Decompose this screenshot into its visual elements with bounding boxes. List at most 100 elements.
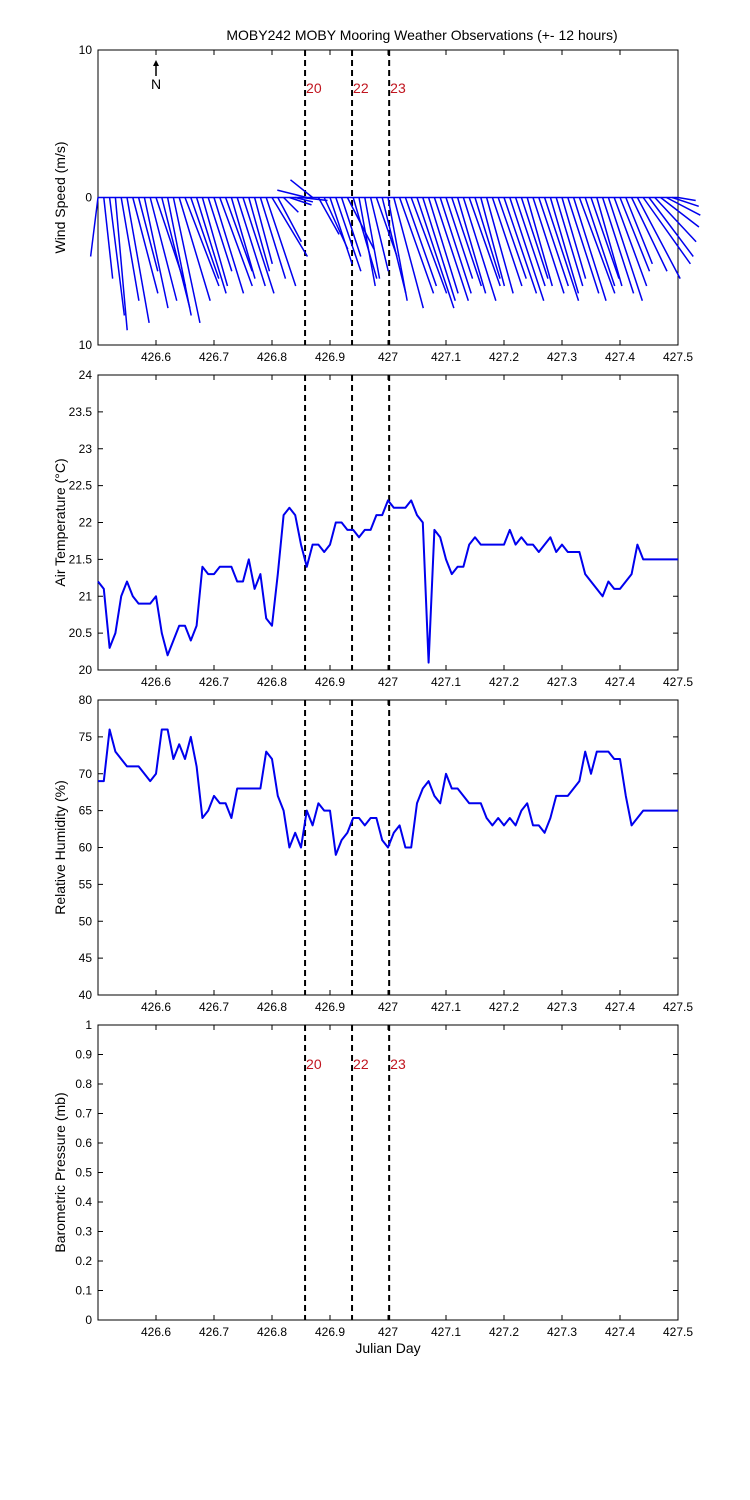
wind-vector <box>393 197 425 309</box>
north-label: N <box>151 76 161 92</box>
wind-vector <box>607 197 644 301</box>
xtick-label-humidity: 427.2 <box>489 1000 519 1014</box>
wind-vector <box>630 197 668 272</box>
wind-vector <box>253 197 274 265</box>
xlabel: Julian Day <box>355 1340 420 1356</box>
wind-vector <box>352 197 378 279</box>
wind-vector <box>404 197 438 287</box>
wind-vector <box>555 197 584 287</box>
wind-vector <box>213 197 245 294</box>
wind-vector <box>161 197 191 309</box>
wind-vector <box>619 197 651 272</box>
wind-vector <box>422 197 456 301</box>
wind-vector <box>387 197 408 301</box>
wind-vector <box>190 197 220 279</box>
north-arrow-icon <box>153 60 159 66</box>
wind-vector <box>561 197 587 279</box>
wind-vector <box>335 197 362 272</box>
wind-vector <box>201 197 229 287</box>
ytick-label-pressure: 0.9 <box>75 1048 92 1062</box>
wind-vector <box>666 196 701 216</box>
marker-label-20: 20 <box>306 80 322 96</box>
wind-vector <box>236 197 266 287</box>
xtick-label-airtemp: 427.1 <box>431 675 461 689</box>
ytick-label-humidity: 50 <box>79 914 93 928</box>
wind-vector <box>509 197 545 301</box>
wind-vector <box>369 197 390 272</box>
wind-vector <box>648 197 694 257</box>
wind-vector <box>300 196 328 202</box>
ytick-label-humidity: 60 <box>79 841 93 855</box>
wind-vector <box>485 197 514 294</box>
ytick-label-airtemp: 24 <box>79 368 93 382</box>
ytick-label-humidity: 40 <box>79 988 93 1002</box>
ylabel-wind: Wind Speed (m/s) <box>52 141 68 253</box>
wind-vector <box>242 197 275 294</box>
ytick-label-wind: 0 <box>85 191 92 205</box>
wind-vector <box>207 197 233 272</box>
xtick-label-airtemp: 426.9 <box>315 675 345 689</box>
ylabel-airtemp: Air Temperature (°C) <box>52 458 68 586</box>
ytick-label-pressure: 0.8 <box>75 1077 92 1091</box>
wind-vector <box>398 197 435 294</box>
wind-vector <box>642 197 692 265</box>
wind-vector <box>108 197 126 316</box>
xtick-label-humidity: 427.1 <box>431 1000 461 1014</box>
xtick-label-humidity: 426.8 <box>257 1000 287 1014</box>
xtick-label-pressure: 426.6 <box>141 1325 171 1339</box>
wind-vector <box>613 197 648 287</box>
ytick-label-pressure: 0.5 <box>75 1166 92 1180</box>
wind-vector <box>532 197 565 294</box>
wind-vector <box>195 197 227 294</box>
wind-vector <box>514 197 546 287</box>
xtick-label-wind: 426.8 <box>257 350 287 364</box>
wind-vector <box>248 197 271 272</box>
xtick-label-wind: 426.6 <box>141 350 171 364</box>
wind-vector <box>503 197 538 294</box>
xtick-label-airtemp: 427 <box>378 675 398 689</box>
wind-vector <box>538 197 570 287</box>
xtick-label-wind: 426.9 <box>315 350 345 364</box>
wind-vector <box>329 197 353 265</box>
wind-vector <box>283 196 299 213</box>
wind-vector <box>289 196 312 206</box>
ytick-label-pressure: 0.2 <box>75 1254 92 1268</box>
wind-vector <box>468 197 501 287</box>
wind-vector <box>340 197 362 257</box>
ylabel-humidity: Relative Humidity (%) <box>52 780 68 915</box>
axes-frame-pressure <box>97 1024 679 1321</box>
wind-vector <box>480 197 506 287</box>
ytick-label-airtemp: 20 <box>79 663 93 677</box>
wind-vector <box>584 197 616 287</box>
wind-vector <box>364 197 381 279</box>
wind-vector <box>543 197 580 301</box>
wind-vector <box>132 197 159 294</box>
wind-vector <box>103 197 114 279</box>
wind-vector <box>497 197 527 279</box>
wind-vector <box>572 197 607 301</box>
wind-vector <box>295 196 314 203</box>
wind-vector <box>590 197 620 279</box>
wind-vector <box>137 197 159 272</box>
xtick-label-pressure: 426.9 <box>315 1325 345 1339</box>
wind-vector <box>474 197 501 279</box>
ytick-label-pressure: 0.7 <box>75 1107 92 1121</box>
wind-vector <box>230 197 256 279</box>
wind-vector <box>184 197 220 287</box>
xtick-label-airtemp: 426.8 <box>257 675 287 689</box>
wind-vector <box>290 179 314 199</box>
wind-vector <box>526 197 553 287</box>
wind-vector <box>271 197 309 257</box>
ylabel-pressure: Barometric Pressure (mb) <box>52 1092 68 1252</box>
panel-airtemp: 20 20.5 21 21.5 22 22.5 23 23.5 24 426.6 426.7 426.… <box>52 368 693 689</box>
wind-vector <box>178 197 211 301</box>
ytick-label-humidity: 70 <box>79 767 93 781</box>
wind-vector <box>596 197 623 287</box>
series-line-airtemp <box>97 499 678 664</box>
xtick-label-wind: 427.2 <box>489 350 519 364</box>
wind-vector <box>416 197 455 309</box>
xtick-label-humidity: 426.7 <box>199 1000 229 1014</box>
xtick-label-humidity: 426.9 <box>315 1000 345 1014</box>
